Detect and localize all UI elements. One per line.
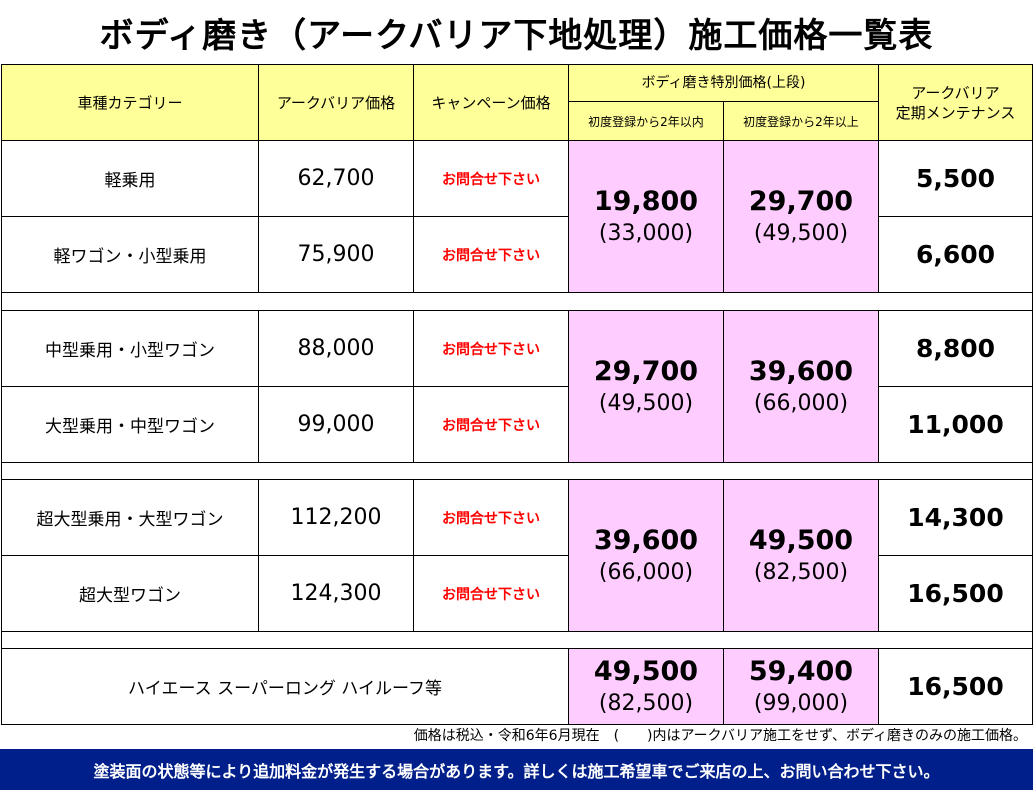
polish-only-price: (82,500) — [598, 690, 694, 716]
header-maintenance-line2: 定期メンテナンス — [895, 103, 1016, 122]
category-cell: 軽ワゴン・小型乗用 — [1, 216, 259, 293]
header-within-2-years: 初度登録から2年以内 — [568, 101, 724, 141]
campaign-cell: お問合せ下さい — [413, 140, 569, 217]
category-cell: 超大型乗用・大型ワゴン — [1, 479, 259, 556]
header-maintenance: アークバリア 定期メンテナンス — [878, 64, 1033, 141]
category-cell: 超大型ワゴン — [1, 555, 259, 632]
header-maintenance-line1: アークバリア — [911, 83, 1000, 102]
special-price-over-2y: 29,700 (49,500) — [723, 140, 879, 293]
hiace-category-cell: ハイエース スーパーロング ハイルーフ等 — [1, 648, 569, 725]
polish-only-price: (49,500) — [753, 220, 849, 246]
group-divider — [1, 462, 1033, 480]
price-footnote: 価格は税込・令和6年6月現在 ( )内はアークバリア施工をせず、ボディ磨きのみの… — [413, 728, 1027, 744]
header-arcbarrier-price: アークバリア価格 — [258, 64, 414, 141]
special-price-value: 59,400 — [748, 655, 854, 687]
campaign-cell: お問合せ下さい — [413, 555, 569, 632]
campaign-cell: お問合せ下さい — [413, 479, 569, 556]
special-price-within-2y: 19,800 (33,000) — [568, 140, 724, 293]
special-price-within-2y: 29,700 (49,500) — [568, 310, 724, 463]
arcbarrier-price-cell: 99,000 — [258, 386, 414, 463]
special-price-value: 19,800 — [593, 185, 699, 217]
arcbarrier-price-cell: 88,000 — [258, 310, 414, 387]
header-category: 車種カテゴリー — [1, 64, 259, 141]
special-price-value: 49,500 — [593, 655, 699, 687]
hiace-special-price-within-2y: 49,500 (82,500) — [568, 648, 724, 725]
arcbarrier-price-cell: 75,900 — [258, 216, 414, 293]
polish-only-price: (49,500) — [598, 390, 694, 416]
arcbarrier-price-cell: 62,700 — [258, 140, 414, 217]
category-cell: 大型乗用・中型ワゴン — [1, 386, 259, 463]
maintenance-price-cell: 16,500 — [878, 555, 1033, 632]
group-divider — [1, 631, 1033, 649]
polish-only-price: (33,000) — [598, 220, 694, 246]
polish-only-price: (99,000) — [753, 690, 849, 716]
maintenance-price-cell: 14,300 — [878, 479, 1033, 556]
special-price-value: 29,700 — [593, 355, 699, 387]
polish-only-price: (66,000) — [753, 390, 849, 416]
maintenance-price-cell: 8,800 — [878, 310, 1033, 387]
maintenance-price-cell: 6,600 — [878, 216, 1033, 293]
page-title: ボディ磨き（アークバリア下地処理）施工価格一覧表 — [99, 15, 934, 56]
campaign-cell: お問合せ下さい — [413, 216, 569, 293]
special-price-value: 49,500 — [748, 524, 854, 556]
special-price-over-2y: 39,600 (66,000) — [723, 310, 879, 463]
maintenance-price-cell: 11,000 — [878, 386, 1033, 463]
campaign-cell: お問合せ下さい — [413, 310, 569, 387]
arcbarrier-price-cell: 124,300 — [258, 555, 414, 632]
header-over-2-years: 初度登録から2年以上 — [723, 101, 879, 141]
notice-banner: 塗装面の状態等により追加料金が発生する場合があります。詳しくは施工希望車でご来店… — [0, 749, 1033, 790]
special-price-over-2y: 49,500 (82,500) — [723, 479, 879, 632]
category-cell: 中型乗用・小型ワゴン — [1, 310, 259, 387]
special-price-value: 29,700 — [748, 185, 854, 217]
hiace-maintenance-price-cell: 16,500 — [878, 648, 1033, 725]
special-price-within-2y: 39,600 (66,000) — [568, 479, 724, 632]
category-cell: 軽乗用 — [1, 140, 259, 217]
hiace-special-price-over-2y: 59,400 (99,000) — [723, 648, 879, 725]
group-divider — [1, 292, 1033, 311]
header-campaign-price: キャンペーン価格 — [413, 64, 569, 141]
polish-only-price: (82,500) — [753, 559, 849, 585]
special-price-value: 39,600 — [593, 524, 699, 556]
polish-only-price: (66,000) — [598, 559, 694, 585]
campaign-cell: お問合せ下さい — [413, 386, 569, 463]
special-price-value: 39,600 — [748, 355, 854, 387]
arcbarrier-price-cell: 112,200 — [258, 479, 414, 556]
maintenance-price-cell: 5,500 — [878, 140, 1033, 217]
header-special-price: ボディ磨き特別価格(上段) — [568, 64, 879, 102]
